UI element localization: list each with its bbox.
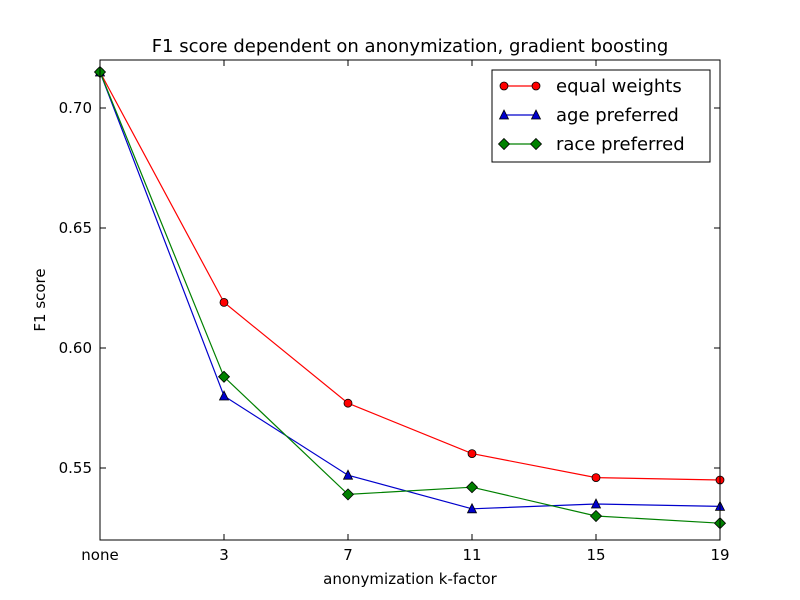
legend-marker-age-preferred: [498, 109, 510, 120]
y-tick-label: 0.70: [59, 99, 92, 117]
data-point-equal-weights: [343, 398, 353, 408]
y-axis-title: F1 score: [31, 268, 49, 331]
y-tick-label: 0.55: [59, 459, 92, 477]
legend-marker-age-preferred: [530, 109, 542, 120]
y-tick-label: 0.65: [59, 219, 92, 237]
series-line-race-preferred: [99, 71, 721, 524]
data-point-race-preferred: [589, 509, 603, 523]
x-tick-label: 15: [586, 546, 605, 564]
data-point-race-preferred: [465, 481, 479, 494]
x-tick-label: 3: [219, 546, 229, 564]
data-point-equal-weights: [219, 297, 229, 307]
legend-marker-race-preferred: [497, 137, 511, 151]
legend-marker-equal-weights: [531, 81, 541, 91]
legend: equal weights age preferred race preferred: [491, 69, 711, 163]
y-tick-label: 0.60: [59, 339, 92, 357]
data-point-age-preferred: [466, 502, 478, 514]
x-tick-label: 11: [462, 546, 481, 564]
x-tick-label: 7: [343, 546, 353, 564]
legend-label-race-preferred: race preferred: [556, 134, 685, 155]
series-line-equal-weights: [99, 71, 721, 481]
plot-area-frame: [99, 59, 721, 541]
legend-marker-equal-weights: [499, 81, 509, 91]
data-point-age-preferred: [342, 469, 354, 480]
data-point-race-preferred: [341, 488, 355, 501]
x-tick-label: none: [81, 546, 118, 564]
x-axis-title: anonymization k-factor: [323, 570, 497, 588]
chart-title: F1 score dependent on anonymization, gra…: [152, 36, 669, 57]
legend-marker-race-preferred: [529, 137, 543, 151]
x-tick-label: 19: [710, 546, 729, 564]
series-line-age-preferred: [99, 71, 721, 510]
data-point-age-preferred: [590, 498, 602, 509]
data-point-age-preferred: [218, 390, 230, 401]
data-point-equal-weights: [591, 473, 601, 483]
legend-label-age-preferred: age preferred: [556, 105, 679, 126]
legend-label-equal-weights: equal weights: [556, 76, 682, 97]
legend-box: [491, 69, 711, 163]
data-point-race-preferred: [217, 370, 231, 383]
data-point-equal-weights: [467, 449, 477, 459]
